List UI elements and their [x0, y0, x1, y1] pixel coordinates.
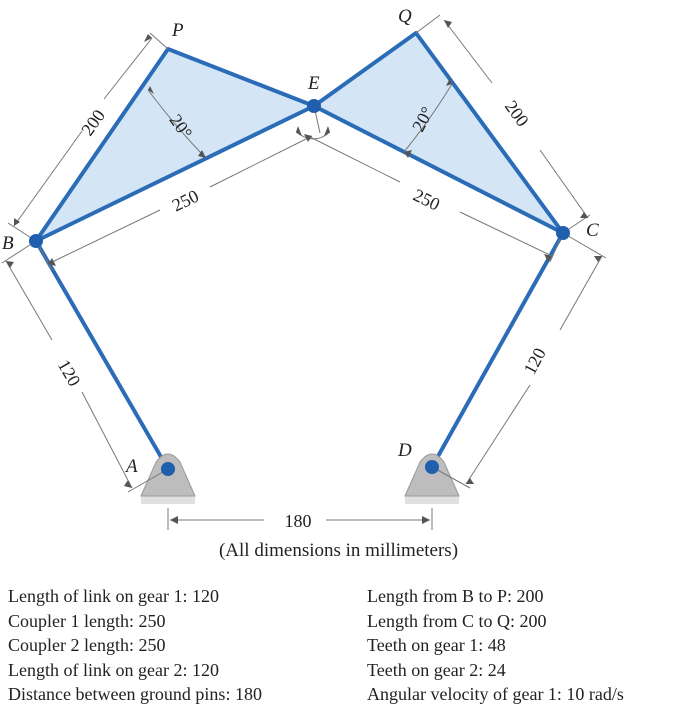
- arrowhead: [144, 34, 152, 42]
- specs-right-column: Length from B to P: 200 Length from C to…: [367, 584, 624, 707]
- units-note: (All dimensions in millimeters): [218, 540, 459, 561]
- joint-b: [29, 234, 43, 248]
- link-dc: [430, 232, 565, 468]
- arrowhead: [170, 516, 178, 524]
- dim-label-ad: 180: [285, 511, 312, 531]
- ground-support-a: [140, 453, 196, 504]
- label-d: D: [397, 440, 412, 461]
- arrowhead: [422, 516, 430, 524]
- spec-line: Length of link on gear 2: 120: [8, 659, 219, 680]
- label-c: C: [586, 220, 599, 241]
- arrowhead: [304, 134, 312, 142]
- label-b: B: [2, 233, 14, 254]
- spec-line: Distance between ground pins: 180: [8, 684, 262, 704]
- joint-a: [161, 462, 175, 476]
- coupler-triangle-cqe: [312, 31, 565, 235]
- label-a: A: [124, 456, 138, 477]
- label-e: E: [307, 73, 320, 94]
- dim-label-be: 250: [169, 186, 202, 216]
- arrowhead: [48, 258, 56, 266]
- arrowhead: [444, 20, 452, 28]
- arrowhead: [6, 261, 14, 268]
- spec-line: Teeth on gear 2: 24: [367, 659, 506, 680]
- angle-arc-e: [295, 131, 331, 140]
- dim-label-ab: 120: [54, 356, 85, 389]
- arrowhead: [296, 126, 302, 136]
- spec-line: Angular velocity of gear 1: 10 rad/s: [367, 684, 624, 704]
- coupler-triangle-bpe: [34, 47, 316, 243]
- joint-c: [556, 226, 570, 240]
- dim-label-cq: 200: [501, 97, 533, 131]
- arrowhead: [446, 78, 452, 86]
- arrowhead: [580, 212, 588, 218]
- arrowhead: [544, 254, 552, 262]
- label-p: P: [171, 20, 184, 41]
- dim-label-ce: 250: [410, 185, 443, 215]
- ground-support-d: [404, 453, 460, 504]
- joint-d: [425, 460, 439, 474]
- dim-label-dc: 120: [520, 345, 550, 378]
- arrowhead: [466, 478, 474, 484]
- link-ab: [34, 239, 170, 471]
- spec-line: Coupler 2 length: 250: [8, 635, 166, 655]
- spec-line: Length from C to Q: 200: [367, 610, 547, 631]
- arrowhead: [14, 218, 20, 226]
- spec-line: Coupler 1 length: 250: [8, 610, 166, 631]
- dim-label-bp: 200: [77, 106, 109, 140]
- spec-line: Length of link on gear 1: 120: [8, 586, 219, 606]
- spec-line: Length from B to P: 200: [367, 586, 544, 606]
- label-q: Q: [398, 6, 412, 27]
- dim-line-dc: [431, 232, 607, 489]
- dim-line-ab: [1, 240, 169, 493]
- spec-line: Teeth on gear 1: 48: [367, 635, 506, 655]
- dim-line-bp: [7, 32, 169, 242]
- arrowhead: [198, 150, 206, 158]
- arrowhead: [148, 86, 154, 94]
- angle-arc-q: [403, 83, 453, 153]
- dim-line-ad: [167, 508, 433, 530]
- specs-left-column: Length of link on gear 1: 120 Coupler 1 …: [8, 584, 262, 707]
- arrowhead: [124, 480, 132, 488]
- arrowhead: [594, 256, 602, 262]
- arrowhead: [324, 126, 330, 136]
- arrowhead: [404, 150, 412, 158]
- joint-e: [307, 99, 321, 113]
